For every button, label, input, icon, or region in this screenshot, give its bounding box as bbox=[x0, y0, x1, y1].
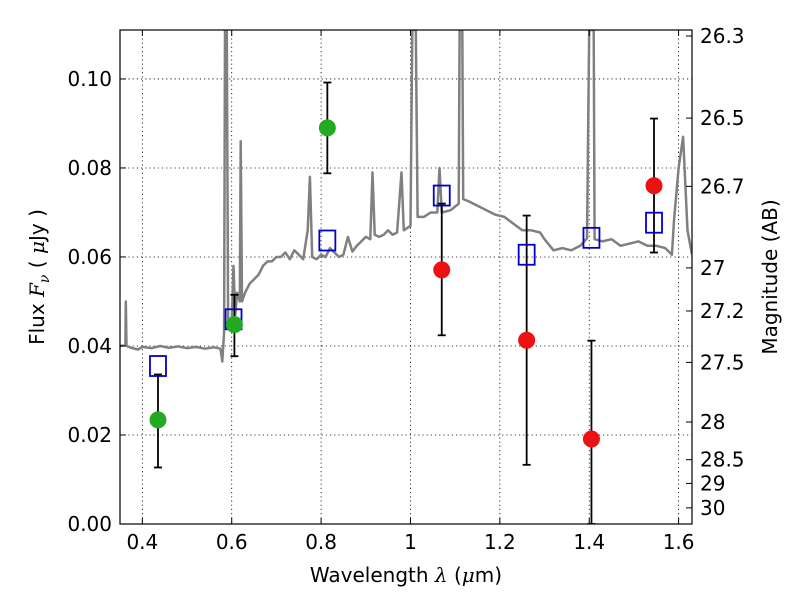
y-tick-label: 0.00 bbox=[67, 512, 112, 536]
observed-flux-point bbox=[645, 177, 663, 195]
x-tick-label: 1.4 bbox=[573, 530, 605, 554]
y2-tick-label: 27 bbox=[700, 256, 725, 280]
y2-tick-label: 26.7 bbox=[700, 174, 745, 198]
x-tick-label: 1.6 bbox=[663, 530, 695, 554]
x-tick-label: 1.2 bbox=[484, 530, 516, 554]
y-tick-label: 0.08 bbox=[67, 156, 112, 180]
model-square-point bbox=[645, 211, 663, 234]
observed-flux-point bbox=[225, 316, 243, 334]
observed-flux-point bbox=[582, 430, 600, 448]
y-tick-label: 0.02 bbox=[67, 423, 112, 447]
x-tick-label: 0.8 bbox=[305, 530, 337, 554]
plot-area bbox=[120, 30, 692, 524]
observed-flux-point bbox=[149, 411, 167, 429]
marker-layer bbox=[149, 119, 663, 448]
x-tick-label: 0.6 bbox=[216, 530, 248, 554]
plot-frame bbox=[119, 29, 693, 525]
y2-tick-label: 27.5 bbox=[700, 350, 745, 374]
y2-tick-label: 26.5 bbox=[700, 106, 745, 130]
x-tick-label: 1 bbox=[404, 530, 417, 554]
x-tick-label: 0.4 bbox=[126, 530, 158, 554]
x-axis-label: Wavelength λ (μm) bbox=[310, 563, 502, 587]
y2-tick-label: 28.5 bbox=[700, 448, 745, 472]
y2-tick-label: 30 bbox=[700, 496, 725, 520]
observed-flux-point bbox=[518, 331, 536, 349]
y2-tick-label: 28 bbox=[700, 410, 725, 434]
y2-axis-label: Magnitude (AB) bbox=[758, 199, 782, 354]
y2-tick-label: 27.2 bbox=[700, 299, 745, 323]
y2-tick-label: 26.3 bbox=[700, 24, 745, 48]
errorbar-layer bbox=[153, 81, 659, 524]
y2-tick-label: 29 bbox=[700, 471, 725, 495]
y-axis-label: Flux Fν ( μJy ) bbox=[25, 209, 53, 345]
grid-lines bbox=[120, 30, 692, 525]
y-tick-label: 0.10 bbox=[67, 67, 112, 91]
model-square-point bbox=[318, 229, 337, 252]
model-square-point bbox=[582, 226, 601, 249]
spectrum-layer bbox=[120, 30, 692, 363]
axis-ticks: 0.4 0.6 0.8 1 1.2 1.4 1.6 0.00 0.02 0.04 0.06 0.08 0… bbox=[67, 24, 744, 554]
observed-flux-point bbox=[433, 261, 451, 279]
model-square-point bbox=[149, 355, 167, 377]
observed-flux-point bbox=[318, 119, 336, 137]
model-square-point bbox=[432, 184, 451, 207]
spectrum-line bbox=[120, 30, 692, 363]
y-tick-label: 0.04 bbox=[67, 334, 112, 358]
model-square-point bbox=[517, 243, 536, 266]
y-tick-label: 0.06 bbox=[67, 245, 112, 269]
